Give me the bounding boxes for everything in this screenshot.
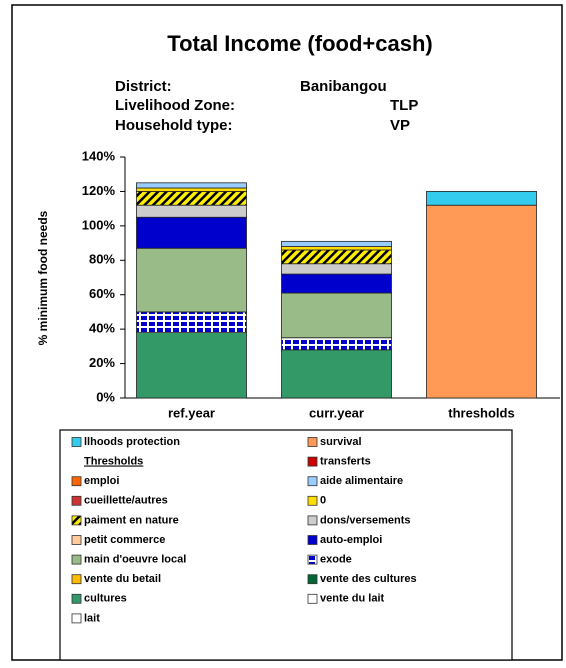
legend-label: vente des cultures — [320, 573, 417, 585]
legend-label: lait — [84, 612, 100, 624]
legend-swatch — [71, 593, 82, 604]
bar-segment — [426, 204, 537, 399]
bar-segment — [281, 263, 392, 275]
legend — [59, 429, 513, 661]
bar-segment — [281, 249, 392, 265]
info-value: VP — [390, 117, 410, 134]
legend-swatch — [307, 515, 318, 526]
y-tick-label: 120% — [82, 183, 116, 198]
legend-label: paiment en nature — [84, 514, 179, 526]
y-tick-label: 0% — [96, 389, 115, 404]
y-tick-label: 60% — [89, 286, 115, 301]
y-tick-label: 140% — [82, 148, 116, 163]
info-label: District: — [115, 78, 172, 95]
bar-segment — [281, 349, 392, 399]
bar-segment — [136, 311, 247, 333]
legend-swatch — [307, 437, 318, 447]
legend-label: main d'oeuvre local — [84, 554, 186, 566]
legend-swatch — [71, 495, 82, 506]
legend-swatch — [307, 593, 318, 604]
y-tick-label: 80% — [89, 252, 115, 267]
legend-swatch — [71, 515, 82, 526]
bar-segment — [136, 191, 247, 206]
x-tick-label: thresholds — [448, 405, 514, 420]
legend-label: emploi — [84, 475, 119, 487]
bar-segment — [281, 292, 392, 339]
bar-segment — [136, 182, 247, 189]
chart-title: Total Income (food+cash) — [167, 31, 432, 56]
info-label: Household type: — [115, 117, 233, 134]
legend-label: auto-emploi — [320, 534, 382, 546]
bar-segment — [136, 216, 247, 249]
legend-label: dons/versements — [320, 514, 410, 526]
x-tick-label: ref.year — [168, 405, 215, 420]
x-tick-label: curr.year — [309, 405, 364, 420]
legend-label: aide alimentaire — [320, 475, 403, 487]
legend-label: cueillette/autres — [84, 495, 168, 507]
bar-segment — [281, 273, 392, 294]
y-tick-label: 40% — [89, 321, 115, 336]
legend-swatch — [307, 495, 318, 506]
legend-swatch — [71, 437, 82, 447]
legend-label: vente du lait — [320, 593, 385, 605]
y-tick-label: 20% — [89, 355, 115, 370]
legend-swatch — [71, 574, 82, 585]
legend-label: cultures — [84, 593, 127, 605]
legend-swatch — [71, 476, 82, 487]
legend-label: survival — [320, 436, 362, 448]
legend-swatch — [307, 456, 318, 467]
bar-segment — [281, 337, 392, 351]
legend-label: 0 — [320, 495, 326, 507]
legend-label: exode — [320, 554, 352, 566]
info-value: Banibangou — [300, 78, 387, 95]
legend-swatch — [71, 535, 82, 545]
legend-swatch — [307, 476, 318, 487]
bar-segment — [281, 246, 392, 251]
legend-heading: Thresholds — [84, 456, 143, 468]
legend-swatch — [307, 554, 318, 565]
bar-segment — [136, 204, 247, 218]
legend-swatch — [71, 554, 82, 565]
y-axis-label: % minimum food needs — [36, 210, 50, 345]
legend-label: transferts — [320, 456, 371, 468]
bar-segment — [281, 240, 392, 247]
info-value: TLP — [390, 97, 418, 114]
y-tick-label: 100% — [82, 217, 116, 232]
legend-swatch — [71, 613, 82, 624]
legend-swatch — [307, 535, 318, 545]
legend-label: llhoods protection — [84, 436, 180, 448]
bar-segment — [136, 247, 247, 313]
info-label: Livelihood Zone: — [115, 97, 235, 114]
legend-swatch — [307, 574, 318, 585]
bar-segment — [136, 187, 247, 192]
legend-label: petit commerce — [84, 534, 165, 546]
bar-segment — [136, 332, 247, 399]
bar-segment — [426, 191, 537, 206]
legend-label: vente du betail — [84, 573, 161, 585]
